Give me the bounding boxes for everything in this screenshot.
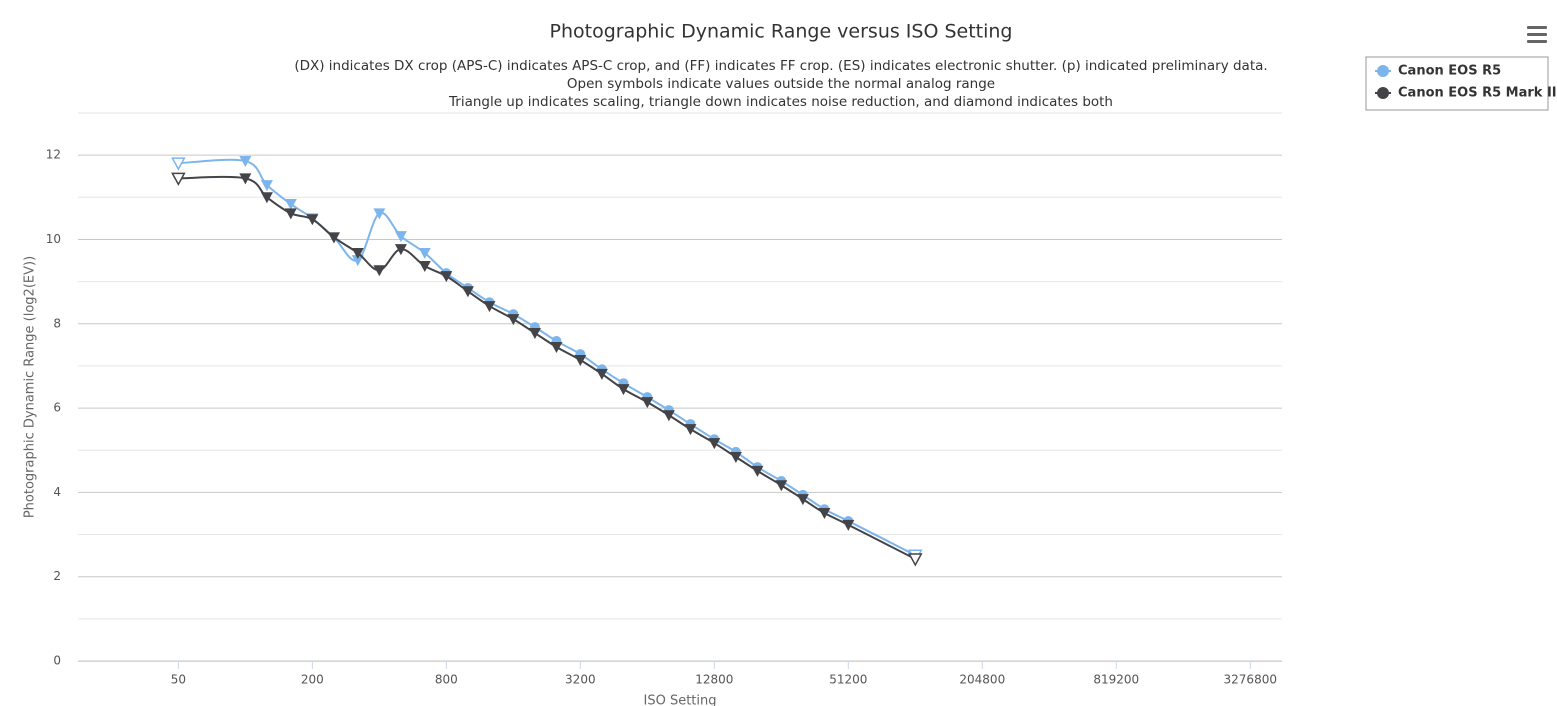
menu-icon-bar bbox=[1527, 26, 1547, 29]
y-tick-label: 10 bbox=[46, 232, 61, 246]
point bbox=[662, 410, 675, 422]
legend-label: Canon EOS R5 Mark II bbox=[1398, 86, 1557, 101]
y-tick-label: 6 bbox=[53, 401, 61, 415]
point bbox=[595, 368, 608, 380]
point bbox=[373, 208, 386, 220]
x-tick-label: 204800 bbox=[959, 673, 1005, 687]
x-axis-title: ISO Setting bbox=[644, 694, 717, 706]
chart-title: Photographic Dynamic Range versus ISO Se… bbox=[550, 21, 1013, 43]
point bbox=[306, 214, 319, 226]
point bbox=[528, 328, 541, 340]
menu-icon-bar bbox=[1527, 33, 1547, 36]
chart-subtitle: Open symbols indicate values outside the… bbox=[567, 76, 995, 92]
point bbox=[483, 301, 496, 313]
x-tick-label: 3200 bbox=[565, 673, 596, 687]
point bbox=[775, 480, 788, 492]
legend-item[interactable]: Canon EOS R5 Mark II bbox=[1375, 86, 1557, 101]
point bbox=[284, 199, 297, 211]
x-tick-label: 3276800 bbox=[1224, 673, 1277, 687]
grid bbox=[78, 112, 1282, 662]
point bbox=[394, 244, 407, 256]
point bbox=[550, 341, 563, 353]
legend-box bbox=[1365, 56, 1549, 111]
legend-item[interactable]: Canon EOS R5 bbox=[1375, 64, 1501, 79]
x-tick-label: 819200 bbox=[1093, 673, 1139, 687]
legend-symbol bbox=[1377, 65, 1389, 77]
point bbox=[818, 508, 831, 520]
y-tick-label: 8 bbox=[53, 316, 61, 330]
point bbox=[327, 232, 340, 244]
point bbox=[171, 172, 186, 186]
point bbox=[351, 255, 364, 267]
point bbox=[171, 157, 186, 171]
menu-icon-bar bbox=[1527, 40, 1547, 43]
point bbox=[284, 208, 297, 220]
y-tick-label: 2 bbox=[53, 569, 61, 583]
point bbox=[394, 231, 407, 243]
y-tick-label: 12 bbox=[46, 148, 61, 162]
y-axis-title: Photographic Dynamic Range (log2(EV)) bbox=[23, 256, 38, 518]
chart-subtitle: Triangle up indicates scaling, triangle … bbox=[448, 94, 1113, 110]
x-tick-label: 200 bbox=[301, 673, 324, 687]
y-tick-label: 4 bbox=[53, 485, 61, 499]
point bbox=[239, 173, 252, 185]
point bbox=[908, 553, 923, 567]
point bbox=[260, 180, 273, 192]
menu-button[interactable] bbox=[1527, 26, 1547, 43]
point bbox=[461, 286, 474, 298]
legend-symbol bbox=[1377, 87, 1389, 99]
point bbox=[574, 355, 587, 367]
point bbox=[440, 271, 453, 283]
y-tick-label: 0 bbox=[53, 654, 61, 668]
point bbox=[351, 247, 364, 259]
point bbox=[507, 314, 520, 326]
point bbox=[373, 265, 386, 277]
point bbox=[641, 397, 654, 409]
point bbox=[260, 192, 273, 204]
point bbox=[796, 494, 809, 506]
series bbox=[171, 156, 923, 563]
legend-label: Canon EOS R5 bbox=[1398, 64, 1501, 79]
point bbox=[729, 451, 742, 463]
point bbox=[684, 424, 697, 436]
point bbox=[751, 465, 764, 477]
series bbox=[171, 172, 923, 567]
x-tick-label: 51200 bbox=[829, 673, 867, 687]
point bbox=[418, 261, 431, 273]
point bbox=[418, 247, 431, 259]
x-tick-label: 12800 bbox=[695, 673, 733, 687]
point bbox=[239, 156, 252, 168]
point bbox=[842, 519, 855, 531]
point bbox=[617, 384, 630, 396]
x-tick-label: 50 bbox=[171, 673, 186, 687]
x-tick-label: 800 bbox=[435, 673, 458, 687]
chart-subtitle: (DX) indicates DX crop (APS-C) indicates… bbox=[294, 58, 1267, 74]
point bbox=[708, 438, 721, 450]
